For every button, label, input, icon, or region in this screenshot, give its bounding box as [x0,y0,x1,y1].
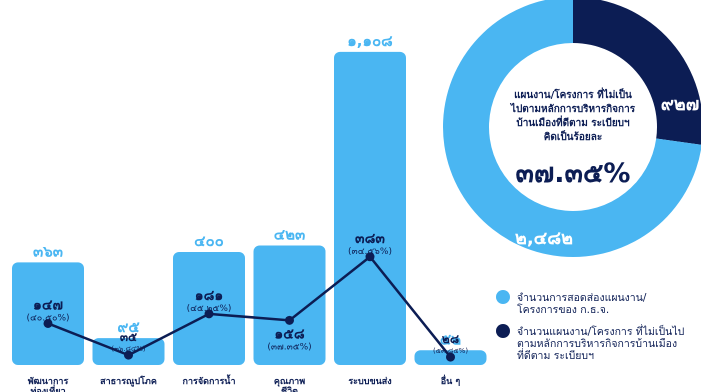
line-percent-label: (๔๐.๕๐%) [26,313,69,323]
legend-label: ตามหลักการบริหารกิจการบ้านเมือง [517,337,677,350]
legend: จำนวนการสอดส่องแผนงาน/โครงการของ ก.ธ.จ. จ… [496,290,685,362]
line-percent-label: (๓๖.๘๔%) [111,345,146,353]
line-percent-label: (๓๗.๓๕%) [267,342,311,352]
bar-value-label: ๓๖๓ [33,242,63,260]
donut-center-value: ๓๗.๓๕% [516,158,631,189]
donut-slice-label: ๙๒๗ [661,94,700,115]
line-value-label: ๑๔๗ [33,297,63,313]
donut-center-text: แผนงาน/โครงการ ที่ไม่เป็น [514,87,632,101]
legend-label: จำนวนแผนงาน/โครงการ ที่ไม่เป็นไป [517,324,685,338]
legend-label: ที่ดีตาม ระเบียบฯ [517,348,594,362]
category-label: อื่น ๆ [440,374,460,387]
line-percent-label: (๔๕.๒๕%) [187,304,232,314]
line-series [47,255,452,358]
legend-swatch [496,290,510,304]
bar [334,51,406,365]
line-point [365,252,375,262]
legend-swatch [496,324,510,338]
donut-center-text: บ้านเมืองที่ดีตาม ระเบียบฯ [516,115,630,129]
line-group [43,252,455,362]
donut-center-text: ไปตามหลักการบริหารกิจการ [510,102,636,115]
bar [12,262,84,365]
bar [253,245,326,365]
bar-value-label: ๔๐๐ [194,232,224,250]
line-value-label: ๑๕๘ [274,326,304,342]
bar-value-label: ๔๒๓ [274,225,306,243]
donut-slice [443,0,701,257]
line-value-label: ๓๘๓ [355,231,385,247]
legend-label: โครงการของ ก.ธ.จ. [517,303,609,316]
category-label: คุณภาพ [274,377,305,387]
category-label: พัฒนาการ [28,376,69,387]
bar [173,251,245,365]
line-point [446,352,455,362]
donut-slice [573,0,701,145]
line-value-label: ๑๘๑ [195,288,224,304]
bar-value-label: ๙๕ [117,318,140,336]
donut-slice-label: ๒,๔๘๒ [515,228,573,249]
category-label: ระบบขนส่ง [348,376,391,387]
line-percent-label: (๕๓.๘๕%) [433,347,468,355]
line-point [43,318,53,328]
line-value-label: ๒๘ [442,332,459,346]
category-label: ชีวิต [281,386,298,392]
category-label: การจัดการน้ำ [183,374,236,387]
donut-center-text: คิดเป็นร้อยละ [544,129,603,143]
legend-label: จำนวนการสอดส่องแผนงาน/ [517,292,647,304]
bar-value-label: ๑,๑๐๘ [347,32,393,50]
line-percent-label: (๓๔.๕๖%) [348,247,392,257]
line-point [204,309,214,319]
category-label: สาธารณูปโภค [100,375,157,387]
line-point [124,350,133,360]
line-point [285,315,294,325]
category-label: ท่องเที่ยว [30,384,65,392]
line-value-label: ๓๕ [120,330,137,344]
bar-value-label: ๕๒ [440,330,461,348]
